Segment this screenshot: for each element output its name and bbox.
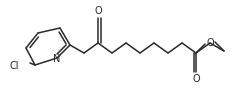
- Text: N: N: [53, 54, 61, 64]
- Text: O: O: [94, 6, 102, 16]
- Text: Cl: Cl: [9, 61, 19, 71]
- Text: O: O: [192, 74, 200, 84]
- Text: O: O: [206, 38, 214, 48]
